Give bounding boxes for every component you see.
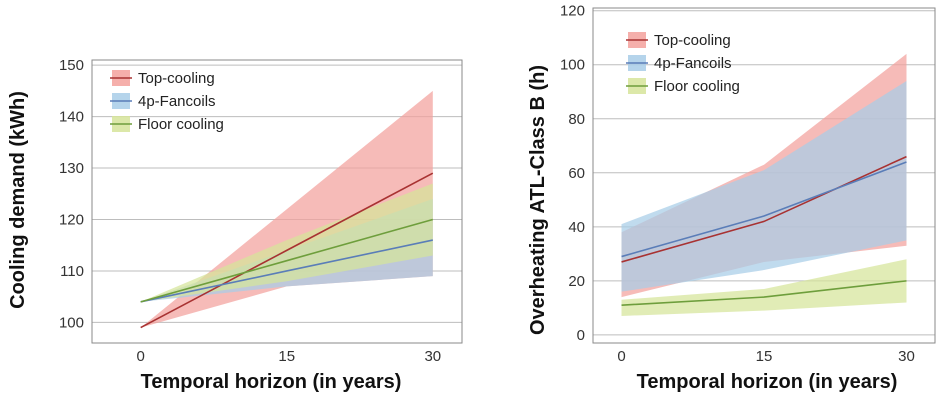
uncertainty-bands [140, 90, 433, 328]
line-floor-cooling [621, 280, 907, 306]
y-tick-label: 100 [59, 314, 84, 331]
y-tick-label: 120 [560, 3, 585, 20]
tick-labels: 0 20 40 60 80 100 120 0 15 30 [560, 3, 915, 365]
line-floor-cooling [140, 218, 434, 303]
line-top-cooling [140, 172, 434, 329]
legend-label: 4p-Fancoils [138, 93, 216, 110]
legend-label: 4p-Fancoils [654, 55, 732, 72]
legend-label: Top-cooling [654, 32, 731, 49]
y-tick-label: 40 [568, 219, 585, 236]
y-tick-label: 0 [577, 327, 585, 344]
plot-frame [91, 59, 463, 344]
y-tick-label: 110 [60, 263, 84, 280]
band-floor-cooling [140, 183, 433, 302]
line-4p-fancoils [621, 161, 907, 258]
y-tick-label: 100 [560, 57, 585, 74]
x-tick-label: 15 [756, 348, 773, 365]
legend-label: Floor cooling [138, 116, 224, 133]
y-tick-label: 20 [568, 273, 585, 290]
x-tick-label: 0 [137, 348, 145, 365]
y-axis-title: Overheating ATL-Class B (h) [527, 65, 549, 335]
x-tick-label: 0 [617, 348, 625, 365]
series-lines [140, 172, 434, 329]
tick-labels: 100 110 120 130 140 150 0 15 30 [59, 57, 441, 365]
x-axis-title: Temporal horizon (in years) [637, 371, 898, 393]
y-tick-label: 150 [59, 57, 84, 74]
line-top-cooling [621, 155, 907, 263]
x-tick-label: 30 [898, 348, 915, 365]
x-tick-label: 30 [424, 348, 441, 365]
y-tick-label: 140 [59, 109, 84, 126]
x-axis-title: Temporal horizon (in years) [141, 371, 402, 393]
y-axis-title: Cooling demand (kWh) [7, 91, 29, 309]
band-4p-fancoils [621, 80, 907, 292]
line-4p-fancoils [140, 239, 433, 303]
overheating-chart: 0 20 40 60 80 100 120 0 15 30 Temporal horizon (i… [527, 3, 936, 393]
y-tick-label: 60 [568, 165, 585, 182]
cooling-demand-chart: 100 110 120 130 140 150 0 15 30 Temporal horizon… [7, 57, 463, 393]
y-tick-label: 120 [59, 212, 84, 229]
legend: Top-cooling 4p-Fancoils Floor cooling [110, 70, 224, 133]
legend-label: Top-cooling [138, 70, 215, 87]
y-tick-label: 80 [568, 111, 585, 128]
legend-label: Floor cooling [654, 78, 740, 95]
plot-frame [592, 7, 936, 344]
series-lines [621, 155, 907, 306]
y-tick-label: 130 [59, 160, 84, 177]
legend: Top-cooling 4p-Fancoils Floor cooling [626, 32, 740, 95]
x-tick-label: 15 [278, 348, 295, 365]
